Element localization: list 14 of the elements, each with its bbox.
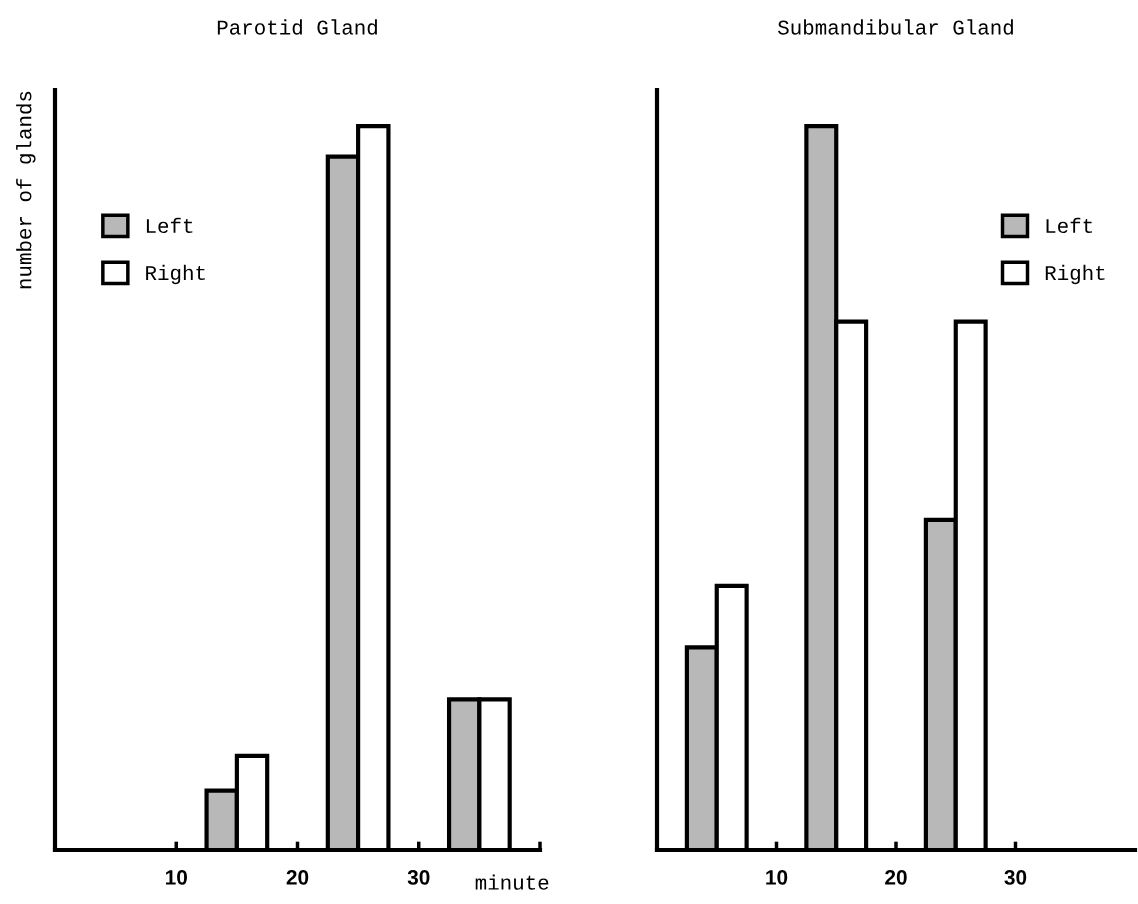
legend-label: Left bbox=[146, 217, 193, 234]
x-tick-label: 10 bbox=[766, 869, 788, 885]
x-tick-label: 30 bbox=[1004, 869, 1027, 885]
chart-title: Submandibular Gland bbox=[778, 19, 1013, 35]
chart-title: Parotid Gland bbox=[217, 19, 377, 35]
x-tick-label: 10 bbox=[165, 869, 187, 885]
y-axis-title: number of glands bbox=[16, 91, 36, 289]
x-axis-title: minute bbox=[475, 874, 549, 890]
x-tick-label: 20 bbox=[885, 869, 907, 885]
x-tick-label: 20 bbox=[286, 869, 309, 885]
legend-label: Right bbox=[1045, 264, 1105, 285]
legend-label: Right bbox=[146, 264, 205, 285]
legend-label: Left bbox=[1046, 217, 1093, 234]
x-tick-label: 30 bbox=[407, 869, 430, 885]
